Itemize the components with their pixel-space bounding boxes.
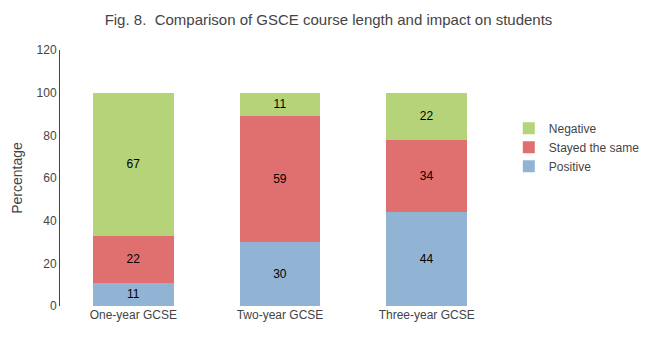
svg-text:44: 44 — [420, 252, 434, 266]
svg-text:20: 20 — [43, 257, 57, 271]
svg-text:Stayed the same: Stayed the same — [549, 141, 639, 155]
svg-text:11: 11 — [127, 287, 140, 301]
svg-text:0: 0 — [50, 299, 57, 313]
svg-text:22: 22 — [126, 252, 140, 266]
svg-text:22: 22 — [420, 109, 434, 123]
svg-text:Negative: Negative — [549, 122, 597, 136]
svg-text:Two-year GCSE: Two-year GCSE — [237, 308, 324, 322]
svg-text:One-year GCSE: One-year GCSE — [90, 308, 177, 322]
svg-text:59: 59 — [273, 172, 287, 186]
svg-text:30: 30 — [273, 267, 287, 281]
svg-text:11: 11 — [274, 97, 287, 111]
svg-text:67: 67 — [126, 157, 140, 171]
svg-text:80: 80 — [43, 129, 57, 143]
svg-text:60: 60 — [43, 171, 57, 185]
svg-text:Percentage: Percentage — [9, 142, 25, 214]
svg-text:120: 120 — [37, 43, 57, 57]
svg-text:Positive: Positive — [549, 160, 591, 174]
svg-text:34: 34 — [420, 169, 434, 183]
svg-text:Three-year GCSE: Three-year GCSE — [379, 308, 475, 322]
svg-text:Fig. 8. Comparison of GSCE co: Fig. 8. Comparison of GSCE course length… — [105, 11, 553, 28]
svg-text:40: 40 — [43, 214, 57, 228]
svg-text:100: 100 — [37, 86, 57, 100]
